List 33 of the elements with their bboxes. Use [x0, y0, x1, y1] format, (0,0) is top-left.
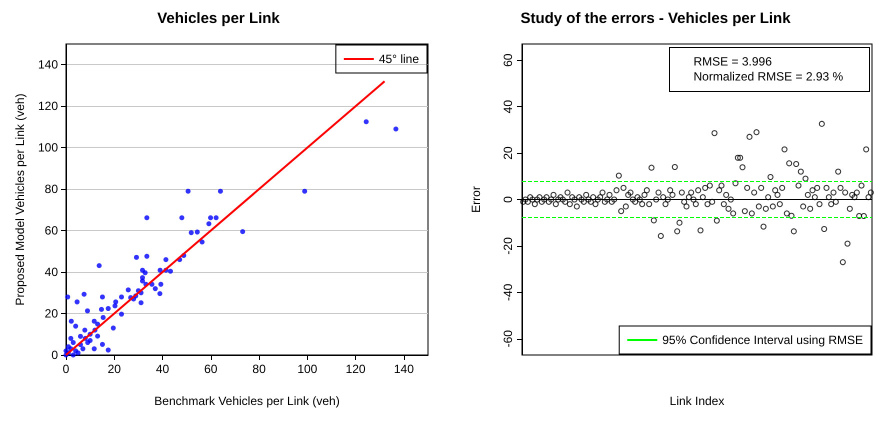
annotation: Normalized RMSE = 2.93 %: [694, 70, 844, 84]
x-tick-label: 60: [204, 362, 218, 376]
legend-label: 45° line: [378, 52, 420, 66]
x-tick-label: 100: [297, 362, 318, 376]
y-tick-label: -40: [501, 283, 515, 302]
x-tick-label: 80: [252, 362, 266, 376]
y-tick-label: 40: [501, 100, 515, 114]
x-tick-label: 40: [156, 362, 170, 376]
x-axis-title: Link Index: [670, 394, 724, 408]
y-tick-label: 120: [38, 99, 58, 114]
y-axis-title: Error: [469, 186, 483, 213]
y-tick-label: 0: [501, 196, 515, 203]
y-tick-label: 60: [44, 224, 58, 238]
x-tick-label: 0: [62, 362, 70, 376]
y-tick-label: 140: [38, 58, 58, 72]
y-tick-label: 60: [501, 53, 515, 67]
y-tick-label: 100: [38, 140, 58, 155]
y-tick-label: 0: [51, 348, 58, 362]
y-axis-title: Proposed Model Vehicles per Link (veh): [13, 93, 27, 306]
annotation: RMSE = 3.996: [694, 54, 772, 68]
y-tick-label: 40: [44, 265, 58, 280]
x-tick-label: 140: [394, 362, 414, 376]
x-tick-label: 20: [108, 362, 122, 376]
legend-label: 95% Confidence Interval using RMSE: [662, 333, 864, 347]
y-tick-label: -20: [501, 236, 515, 255]
y-tick-label: 20: [501, 146, 515, 160]
x-axis-title: Benchmark Vehicles per Link (veh): [154, 394, 340, 408]
chart-title: Vehicles per Link: [157, 10, 280, 27]
y-tick-label: 20: [44, 306, 58, 321]
chart-title: Study of the errors - Vehicles per Link: [520, 10, 792, 27]
y-tick-label: -60: [501, 330, 515, 348]
x-tick-label: 120: [346, 362, 366, 376]
y-tick-label: 80: [44, 182, 58, 196]
